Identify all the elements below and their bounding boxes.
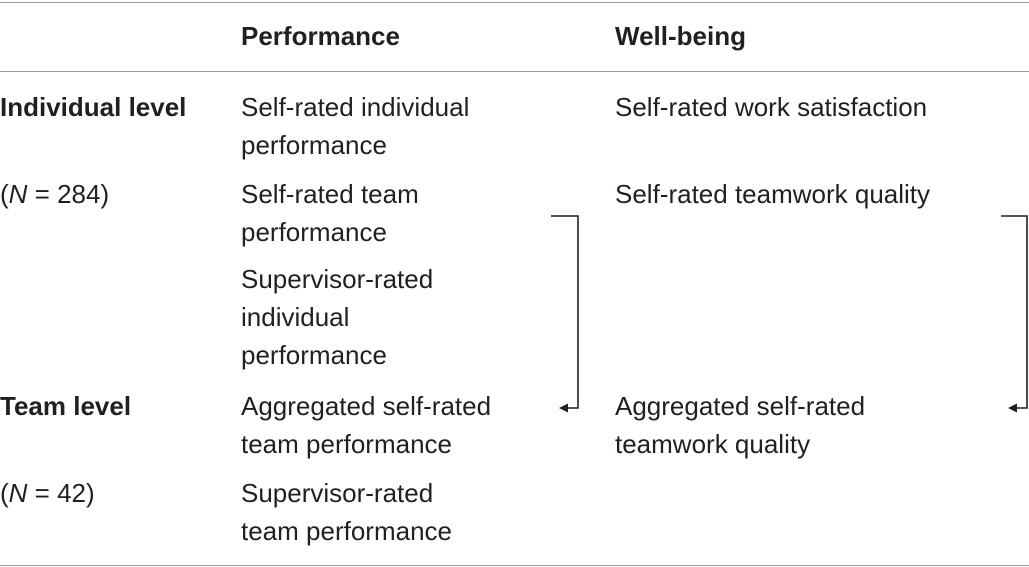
individual-performance-item: Supervisor-rated individual performance [241, 264, 434, 370]
team-performance-item: Aggregated self-rated team performance [241, 391, 492, 459]
individual-performance-item: Self-rated individual performance [241, 92, 470, 160]
team-wellbeing-item: Aggregated self-rated teamwork quality [615, 391, 866, 459]
header-rule [0, 71, 1029, 72]
row-label-team-level: Team level [0, 391, 132, 421]
header-wellbeing: Well-being [615, 21, 746, 51]
team-sample-size: (N = 42) [0, 478, 95, 508]
header-performance: Performance [241, 21, 400, 51]
row-label-individual-level: Individual level [0, 92, 187, 122]
individual-performance-item: Self-rated team performance [241, 179, 419, 247]
individual-sample-size: (N = 284) [0, 179, 110, 209]
top-rule [0, 2, 1029, 3]
team-performance-item: Supervisor-rated team performance [241, 478, 452, 546]
bottom-rule [0, 565, 1029, 566]
individual-wellbeing-item: Self-rated work satisfaction [615, 92, 928, 122]
individual-wellbeing-item: Self-rated teamwork quality [615, 179, 931, 209]
